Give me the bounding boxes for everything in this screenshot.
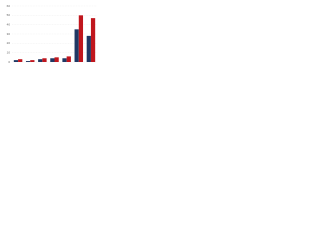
y-tick-label: 10 [7, 50, 11, 54]
bar [86, 35, 91, 62]
page: {"chart_data": {"type": "bar", "categori… [0, 0, 100, 71]
bar [78, 15, 84, 63]
bar [42, 58, 47, 62]
y-tick-label: 50 [7, 13, 11, 17]
bar [62, 58, 67, 62]
y-tick-label: 60 [7, 4, 11, 8]
y-tick-label: 30 [7, 32, 11, 36]
bar [30, 60, 35, 62]
bar [25, 61, 31, 62]
y-tick-label: 0 [8, 60, 10, 64]
y-tick-label: 40 [7, 22, 11, 26]
bar [13, 60, 19, 62]
bar [38, 59, 43, 62]
bar [66, 56, 71, 62]
bar [74, 29, 79, 62]
y-tick-label: 20 [7, 41, 11, 45]
chart: 0 10 20 30 40 50 60 [7, 4, 97, 64]
bar [90, 18, 96, 63]
bar [50, 58, 55, 62]
bar [54, 57, 59, 62]
bar [18, 59, 23, 62]
